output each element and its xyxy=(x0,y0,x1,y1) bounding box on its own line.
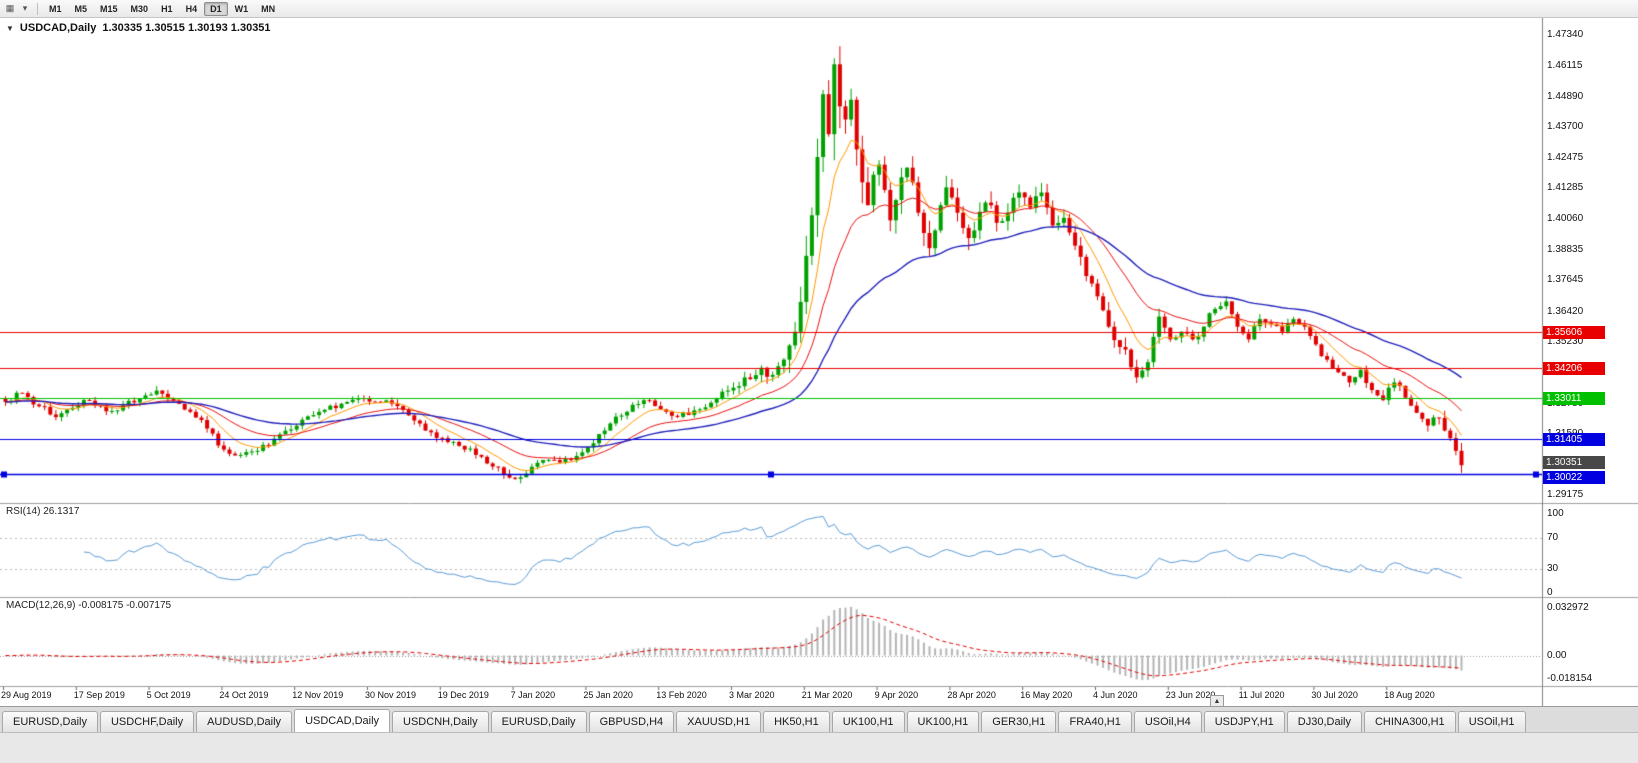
date-label: 12 Nov 2019 xyxy=(292,690,344,700)
macd-axis-label: 0.00 xyxy=(1547,649,1567,661)
macd-indicator-label: MACD(12,26,9) -0.008175 -0.007175 xyxy=(6,600,172,611)
hline-price-tag[interactable]: 1.33011 xyxy=(1543,391,1605,405)
timeframe-toolbar: M1 M5 M15 M30 H1 H4 D1 W1 MN xyxy=(43,1,281,16)
chart-tab[interactable]: DJ30,Daily xyxy=(1286,711,1362,732)
date-label: 21 Mar 2020 xyxy=(801,690,853,700)
price-axis-tick: 1.35230 xyxy=(1547,335,1584,347)
timeframe-button-m1[interactable]: M1 xyxy=(49,3,62,14)
macd-axis-label: -0.018154 xyxy=(1547,673,1593,684)
timeframe-button-mn[interactable]: MN xyxy=(261,3,276,14)
date-label: 19 Dec 2019 xyxy=(437,690,489,700)
chart-tab[interactable]: USOil,H4 xyxy=(1133,711,1202,732)
rsi-level-label: 100 xyxy=(1547,508,1564,519)
date-label: 13 Feb 2020 xyxy=(656,690,707,700)
date-label: 30 Nov 2019 xyxy=(365,690,417,700)
price-axis-tick: 1.42475 xyxy=(1547,152,1584,164)
date-label: 3 Mar 2020 xyxy=(729,690,775,700)
timeframe-button-d1[interactable]: D1 xyxy=(204,1,228,16)
rsi-level-label: 0 xyxy=(1547,587,1553,598)
hline-price-tag[interactable]: 1.31405 xyxy=(1543,432,1605,446)
price-axis-tick: 1.38835 xyxy=(1547,244,1584,256)
current-price-tag: 1.30351 xyxy=(1543,456,1605,470)
timeframe-button-h4[interactable]: H4 xyxy=(185,3,198,14)
date-label: 9 Apr 2020 xyxy=(874,690,919,700)
chart-tab[interactable]: USDCNH,Daily xyxy=(392,711,489,732)
timeframe-button-m15[interactable]: M15 xyxy=(100,3,118,14)
toolbar-dropdown-icon[interactable]: ▾ xyxy=(22,3,28,13)
rsi-indicator-label: RSI(14) 26.1317 xyxy=(6,506,80,517)
hline-price-tag[interactable]: 1.34206 xyxy=(1543,361,1605,375)
price-axis-tick: 1.41285 xyxy=(1547,182,1584,194)
chart-tab[interactable]: CHINA300,H1 xyxy=(1363,711,1456,732)
date-label: 30 Jul 2020 xyxy=(1311,690,1358,700)
chart-tab[interactable]: EURUSD,Daily xyxy=(490,711,587,732)
chart-symbol-label: USDCAD,Daily xyxy=(19,22,97,34)
timeframe-button-w1[interactable]: W1 xyxy=(234,3,249,14)
hline-price-tag[interactable]: 1.30022 xyxy=(1543,470,1605,484)
price-axis-tick: 1.29175 xyxy=(1547,489,1584,501)
time-axis[interactable]: 29 Aug 2019 17 Sep 2019 5 Oct 2019 24 Oct 2… xyxy=(0,688,1542,705)
chart-icon[interactable]: ▦ xyxy=(5,3,15,13)
toolbar-separator xyxy=(37,2,38,15)
symbol-dropdown-icon[interactable]: ▼ xyxy=(6,23,14,33)
chart-tab[interactable]: GBPUSD,H4 xyxy=(588,711,675,732)
date-label: 24 Oct 2019 xyxy=(219,690,269,700)
chart-tab[interactable]: USDCHF,Daily xyxy=(99,711,195,732)
date-label: 4 Jun 2020 xyxy=(1093,690,1138,700)
rsi-level-label: 70 xyxy=(1547,531,1559,543)
chart-tab[interactable]: HK50,H1 xyxy=(763,711,830,732)
price-axis[interactable]: 1.47340 1.46115 1.44890 1.43700 1.42475 1.412… xyxy=(1543,0,1637,706)
rsi-level-label: 30 xyxy=(1547,563,1559,575)
price-chart-canvas[interactable] xyxy=(0,0,1638,706)
timeframe-button-h1[interactable]: H1 xyxy=(161,3,173,14)
date-label: 11 Jul 2020 xyxy=(1238,690,1285,700)
chart-tab[interactable]: USDJPY,H1 xyxy=(1203,711,1285,732)
timeframe-button-m5[interactable]: M5 xyxy=(74,3,88,14)
date-label: 18 Aug 2020 xyxy=(1384,690,1435,700)
chart-tab[interactable]: UK100,H1 xyxy=(906,711,980,732)
chart-title: ▼ USDCAD,Daily 1.30335 1.30515 1.30193 1… xyxy=(6,22,271,34)
chart-tab[interactable]: FRA40,H1 xyxy=(1058,711,1132,732)
date-label: 17 Sep 2019 xyxy=(73,690,125,700)
price-axis-tick: 1.46115 xyxy=(1547,59,1583,71)
price-axis-tick: 1.47340 xyxy=(1547,28,1584,40)
date-label: 5 Oct 2019 xyxy=(146,690,191,700)
chart-ohlc-values: 1.30335 1.30515 1.30193 1.30351 xyxy=(102,22,271,34)
price-axis-tick: 1.37645 xyxy=(1547,274,1584,286)
chart-tab[interactable]: UK100,H1 xyxy=(831,711,905,732)
date-label: 29 Aug 2019 xyxy=(1,690,52,700)
hline-price-tag[interactable]: 1.35606 xyxy=(1543,326,1605,340)
date-label: 25 Jan 2020 xyxy=(583,690,633,700)
date-label: 16 May 2020 xyxy=(1020,690,1073,700)
price-axis-tick: 1.44890 xyxy=(1547,90,1584,102)
price-axis-tick: 1.43700 xyxy=(1547,121,1584,133)
chart-tab[interactable]: USDCAD,Daily xyxy=(294,709,391,732)
toolbar: ▦ ▾ M1 M5 M15 M30 H1 H4 D1 W1 MN xyxy=(0,0,1638,18)
chart-tab[interactable]: EURUSD,Daily xyxy=(2,711,98,732)
date-label: 7 Jan 2020 xyxy=(510,690,556,700)
date-label: 23 Jun 2020 xyxy=(1165,690,1216,700)
timeframe-button-m30[interactable]: M30 xyxy=(130,3,149,14)
chart-tab[interactable]: GER30,H1 xyxy=(981,711,1057,732)
status-bar xyxy=(0,732,1638,763)
chart-tab[interactable]: XAUUSD,H1 xyxy=(676,711,762,732)
chart-tab[interactable]: USOil,H1 xyxy=(1457,711,1526,732)
macd-axis-label: 0.032972 xyxy=(1547,602,1589,613)
chart-tab[interactable]: AUDUSD,Daily xyxy=(196,711,293,732)
chart-tab-bar: EURUSD,Daily USDCHF,Daily AUDUSD,Daily USDC… xyxy=(0,706,1638,732)
date-label: 28 Apr 2020 xyxy=(947,690,996,700)
price-axis-tick: 1.40060 xyxy=(1547,213,1584,225)
price-axis-tick: 1.36420 xyxy=(1547,305,1584,317)
